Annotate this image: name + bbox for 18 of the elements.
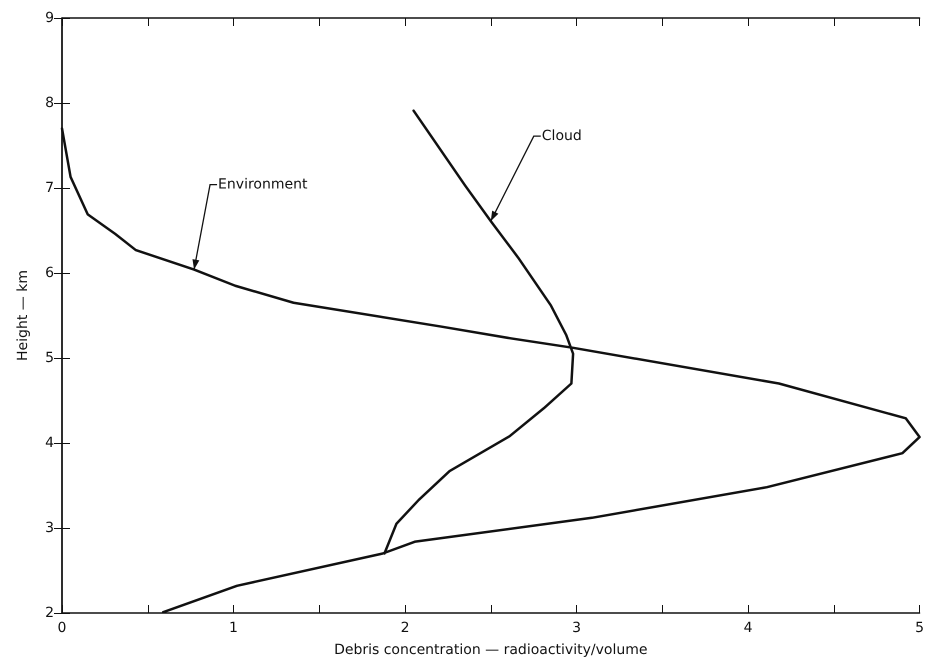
y-tick-label: 7 [45,180,54,196]
x-tick-label: 3 [572,620,581,636]
y-axis-title: Height — km [15,270,31,361]
y-tick-label: 6 [45,265,54,281]
x-tick-label: 4 [744,620,753,636]
y-tick-label: 8 [45,95,54,111]
x-tick-label: 5 [915,620,924,636]
x-tick-label: 2 [400,620,410,636]
x-axis-title: Debris concentration — radioactivity/volume [334,642,648,658]
text: Cloud [542,128,582,144]
x-tick-label: 1 [229,620,238,636]
y-tick-label: 2 [45,605,54,621]
y-tick-label: 9 [45,10,54,26]
y-tick-label: 4 [45,435,54,451]
y-tick-label: 5 [45,350,54,366]
x-tick-label: 0 [58,620,66,636]
text: Environment [218,176,308,193]
y-tick-label: 3 [45,520,54,536]
